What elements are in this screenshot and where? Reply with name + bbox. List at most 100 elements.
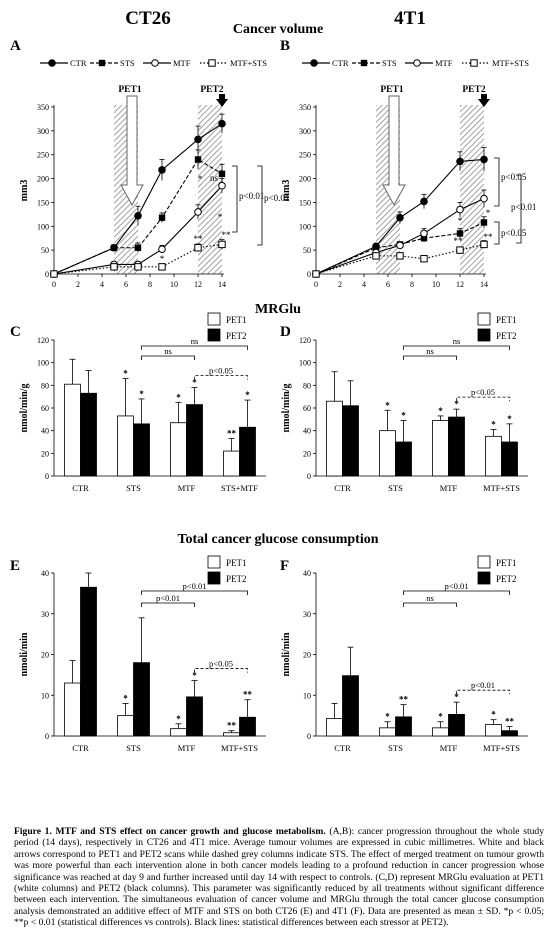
star-C-0-2: * [176, 392, 181, 402]
legend-swatch-F-1 [477, 571, 491, 585]
legend-label-E-0: PET1 [226, 558, 247, 568]
y-tick-label-A-4: 200 [37, 175, 49, 184]
bar-F-0-3 [485, 724, 502, 737]
star-E-0-2: * [176, 714, 181, 724]
pet1-arrow-B [382, 95, 406, 207]
legend-label-F-1: PET2 [496, 574, 517, 584]
y-tick-label-D-3: 60 [303, 404, 311, 413]
x-tick-label-A-7: 14 [218, 280, 226, 289]
comparison-label-E-0: p<0.01 [156, 593, 180, 603]
x-tick-label-A-4: 8 [148, 280, 152, 289]
bar-C-0-0 [64, 383, 81, 477]
data-point-A-0-5 [218, 119, 226, 128]
legend-label-F-0: PET1 [496, 558, 517, 568]
data-point-A-2-5 [218, 181, 226, 190]
y-tick-label-B-3: 150 [299, 198, 311, 207]
data-point-A-1-1 [110, 244, 118, 251]
data-point-A-3-1 [110, 263, 118, 271]
category-label-F-0: CTR [334, 743, 351, 753]
figure-caption: Figure 1. MTF and STS effect on cancer g… [14, 826, 544, 929]
y-tick-label-E-2: 20 [41, 651, 49, 660]
pet1-arrow-A [120, 95, 144, 207]
data-point-B-2-3 [420, 229, 428, 238]
data-point-B-0-5 [480, 155, 488, 164]
legend-label-C-1: PET2 [226, 331, 247, 341]
star-D-1-2: * [454, 399, 459, 409]
legend-marker-A-0 [48, 59, 56, 67]
y-axis-label-E: nmoli/min [19, 632, 30, 676]
heading-cancer-volume: Cancer volume [233, 22, 323, 37]
star-C-0-3: ** [227, 429, 237, 439]
bar-D-1-2 [448, 416, 465, 477]
annot-B-2: p<0.05 [501, 228, 527, 238]
category-label-C-3: STS+MTF [221, 483, 258, 493]
category-label-C-0: CTR [72, 483, 89, 493]
y-tick-label-A-3: 150 [37, 198, 49, 207]
figure-canvas: CT26 Cancer volume 4T1 MRGlu Total cance… [10, 8, 536, 753]
annot-B-3: * [458, 216, 463, 226]
legend-marker-A-1 [98, 59, 106, 67]
arrow-label-A-0: PET1 [118, 85, 141, 95]
legend-marker-B-0 [310, 59, 318, 67]
bar-E-0-3 [223, 732, 240, 737]
bar-E-1-1 [133, 662, 150, 737]
caption-title: Figure 1. MTF and STS effect on cancer g… [14, 826, 326, 837]
arrow-label-B-1: PET2 [462, 85, 485, 95]
data-point-B-1-1 [372, 244, 380, 251]
star-E-0-3: ** [227, 721, 237, 731]
annot-B-6: ** [484, 232, 494, 242]
bar-E-0-0 [64, 682, 81, 737]
bar-C-1-1 [133, 423, 150, 477]
series-line-A-2 [53, 185, 223, 275]
bar-C-0-3 [223, 450, 240, 477]
comparison-bracket-E-1 [141, 590, 248, 595]
bar-F-0-1 [379, 727, 396, 737]
bracket-B-0 [494, 157, 500, 207]
y-axis-label-B: mm3 [281, 180, 292, 202]
bar-C-0-2 [170, 422, 187, 477]
bar-D-1-3 [501, 441, 518, 477]
legend-label-D-1: PET2 [496, 331, 517, 341]
y-tick-label-C-6: 120 [37, 336, 49, 345]
annot-A-7: ** [222, 230, 232, 240]
comparison-bracket-C-1 [141, 345, 248, 350]
legend-swatch-C-1 [207, 328, 221, 342]
comparison-label-C-0: ns [164, 346, 172, 356]
y-tick-label-E-4: 40 [41, 569, 49, 578]
y-axis-label-D: nmol/min/g [281, 384, 292, 433]
x-tick-label-B-5: 10 [432, 280, 440, 289]
annot-A-0: ns [210, 173, 219, 183]
y-tick-label-D-0: 0 [307, 472, 311, 481]
category-label-D-2: MTF [440, 483, 458, 493]
category-label-D-1: STS [388, 483, 403, 493]
star-C-1-1: * [139, 389, 144, 399]
category-label-F-1: STS [388, 743, 403, 753]
series-line-B-0 [315, 158, 485, 275]
x-tick-label-A-1: 2 [76, 280, 80, 289]
x-tick-label-B-1: 2 [338, 280, 342, 289]
annot-A-4: * [198, 174, 203, 184]
data-point-A-1-5 [218, 170, 226, 177]
annot-A-1: p<0.01 [239, 191, 264, 201]
y-axis-label-F: nmoli/min [281, 632, 292, 676]
comparison-bracket-F-1 [403, 590, 510, 595]
legend-label-B-1: STS [382, 58, 397, 68]
x-tick-label-B-7: 14 [480, 280, 488, 289]
bar-D-1-1 [395, 441, 412, 477]
bar-F-1-1 [395, 716, 412, 737]
category-label-D-3: MTF+STS [483, 483, 520, 493]
data-point-B-3-4 [456, 246, 464, 254]
comparison-label-E-2: p<0.05 [209, 659, 233, 669]
arrow-label-B-0: PET1 [380, 85, 403, 95]
legend-swatch-E-1 [207, 571, 221, 585]
star-D-1-1: * [401, 410, 406, 420]
category-label-F-2: MTF [440, 743, 458, 753]
category-label-D-0: CTR [334, 483, 351, 493]
comparison-label-D-1: ns [453, 336, 461, 346]
bar-F-1-3 [501, 730, 518, 737]
y-tick-label-A-6: 300 [37, 127, 49, 136]
y-tick-label-F-4: 40 [303, 569, 311, 578]
annot-A-5: * [218, 212, 223, 222]
x-tick-label-B-0: 0 [314, 280, 318, 289]
y-tick-label-C-3: 60 [41, 404, 49, 413]
